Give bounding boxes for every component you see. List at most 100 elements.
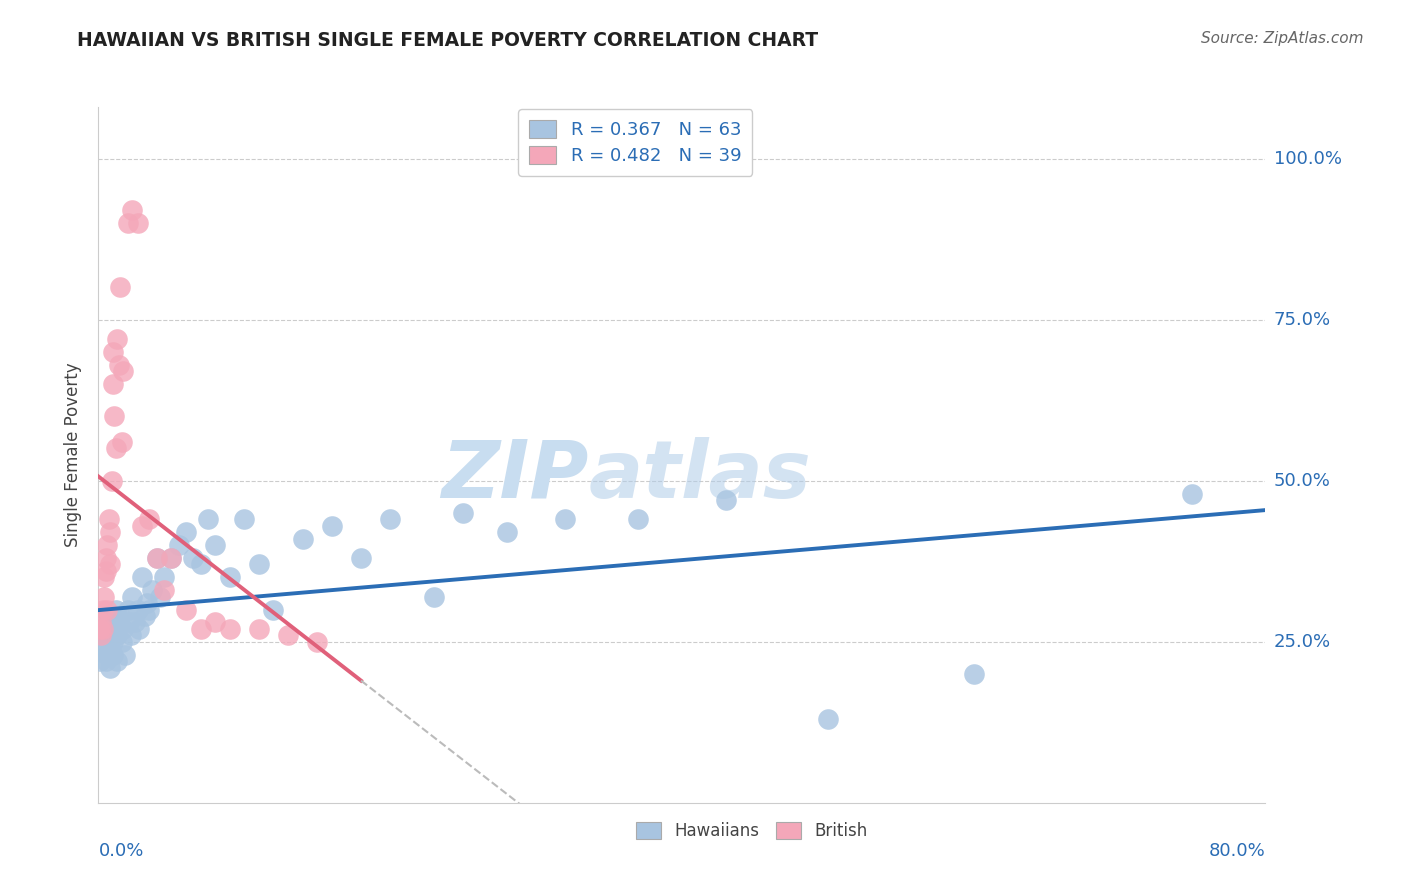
Point bbox=[160, 551, 183, 566]
Point bbox=[350, 551, 373, 566]
Point bbox=[174, 602, 197, 616]
Point bbox=[174, 525, 197, 540]
Point bbox=[218, 622, 240, 636]
Point bbox=[98, 558, 121, 572]
Point bbox=[118, 615, 141, 630]
Point bbox=[117, 602, 139, 616]
Point bbox=[96, 538, 118, 552]
Text: 75.0%: 75.0% bbox=[1274, 310, 1331, 328]
Point bbox=[496, 525, 519, 540]
Point bbox=[128, 622, 150, 636]
Point bbox=[197, 512, 219, 526]
Text: 50.0%: 50.0% bbox=[1274, 472, 1330, 490]
Point bbox=[91, 641, 114, 656]
Point bbox=[110, 609, 132, 624]
Point bbox=[111, 634, 134, 648]
Point bbox=[146, 551, 169, 566]
Point bbox=[181, 551, 204, 566]
Point bbox=[131, 570, 153, 584]
Point bbox=[204, 538, 226, 552]
Point bbox=[103, 622, 125, 636]
Point bbox=[91, 602, 114, 616]
Point bbox=[97, 609, 120, 624]
Point bbox=[112, 364, 135, 378]
Point bbox=[101, 634, 124, 648]
Point bbox=[105, 332, 128, 346]
Text: 100.0%: 100.0% bbox=[1274, 150, 1341, 168]
Point bbox=[94, 551, 117, 566]
Point bbox=[291, 532, 314, 546]
Point bbox=[554, 512, 576, 526]
Point bbox=[111, 435, 134, 450]
Point bbox=[134, 609, 156, 624]
Point bbox=[104, 602, 127, 616]
Point bbox=[90, 615, 112, 630]
Point bbox=[141, 583, 163, 598]
Point bbox=[98, 641, 121, 656]
Point bbox=[138, 602, 160, 616]
Legend: Hawaiians, British: Hawaiians, British bbox=[630, 815, 875, 847]
Text: HAWAIIAN VS BRITISH SINGLE FEMALE POVERTY CORRELATION CHART: HAWAIIAN VS BRITISH SINGLE FEMALE POVERT… bbox=[77, 31, 818, 50]
Point bbox=[190, 558, 212, 572]
Point bbox=[153, 583, 176, 598]
Point bbox=[124, 615, 146, 630]
Point bbox=[153, 570, 176, 584]
Point bbox=[321, 518, 343, 533]
Point bbox=[233, 512, 256, 526]
Point bbox=[247, 558, 270, 572]
Point bbox=[817, 712, 839, 726]
Text: atlas: atlas bbox=[589, 437, 811, 515]
Point bbox=[104, 442, 127, 456]
Text: ZIP: ZIP bbox=[441, 437, 589, 515]
Point bbox=[96, 602, 118, 616]
Point bbox=[307, 634, 329, 648]
Point bbox=[121, 590, 143, 604]
Text: 80.0%: 80.0% bbox=[1209, 842, 1265, 860]
Point bbox=[93, 634, 115, 648]
Point bbox=[146, 551, 169, 566]
Point bbox=[114, 648, 136, 662]
Point bbox=[94, 622, 117, 636]
Point bbox=[98, 525, 121, 540]
Point bbox=[451, 506, 474, 520]
Point bbox=[89, 654, 111, 668]
Point bbox=[91, 622, 114, 636]
Point bbox=[97, 512, 120, 526]
Point bbox=[98, 660, 121, 674]
Point bbox=[190, 622, 212, 636]
Point bbox=[101, 648, 124, 662]
Point bbox=[112, 622, 135, 636]
Point bbox=[1181, 486, 1204, 500]
Point bbox=[277, 628, 299, 642]
Point bbox=[93, 570, 115, 584]
Point bbox=[94, 654, 117, 668]
Point bbox=[97, 628, 120, 642]
Point bbox=[101, 344, 124, 359]
Point bbox=[100, 615, 122, 630]
Point bbox=[962, 667, 984, 681]
Point bbox=[91, 615, 114, 630]
Point bbox=[108, 615, 131, 630]
Text: 25.0%: 25.0% bbox=[1274, 632, 1331, 651]
Point bbox=[96, 648, 118, 662]
Point bbox=[93, 590, 115, 604]
Point bbox=[101, 377, 124, 392]
Point bbox=[117, 216, 139, 230]
Point bbox=[167, 538, 190, 552]
Point bbox=[94, 564, 117, 578]
Point bbox=[90, 628, 112, 642]
Point bbox=[100, 474, 122, 488]
Point bbox=[138, 512, 160, 526]
Point bbox=[131, 518, 153, 533]
Point bbox=[120, 628, 142, 642]
Point bbox=[121, 203, 143, 218]
Point bbox=[204, 615, 226, 630]
Point bbox=[247, 622, 270, 636]
Point bbox=[90, 628, 112, 642]
Point bbox=[627, 512, 650, 526]
Point bbox=[103, 409, 125, 424]
Point bbox=[127, 602, 149, 616]
Point bbox=[105, 654, 128, 668]
Point bbox=[108, 358, 131, 372]
Point bbox=[160, 551, 183, 566]
